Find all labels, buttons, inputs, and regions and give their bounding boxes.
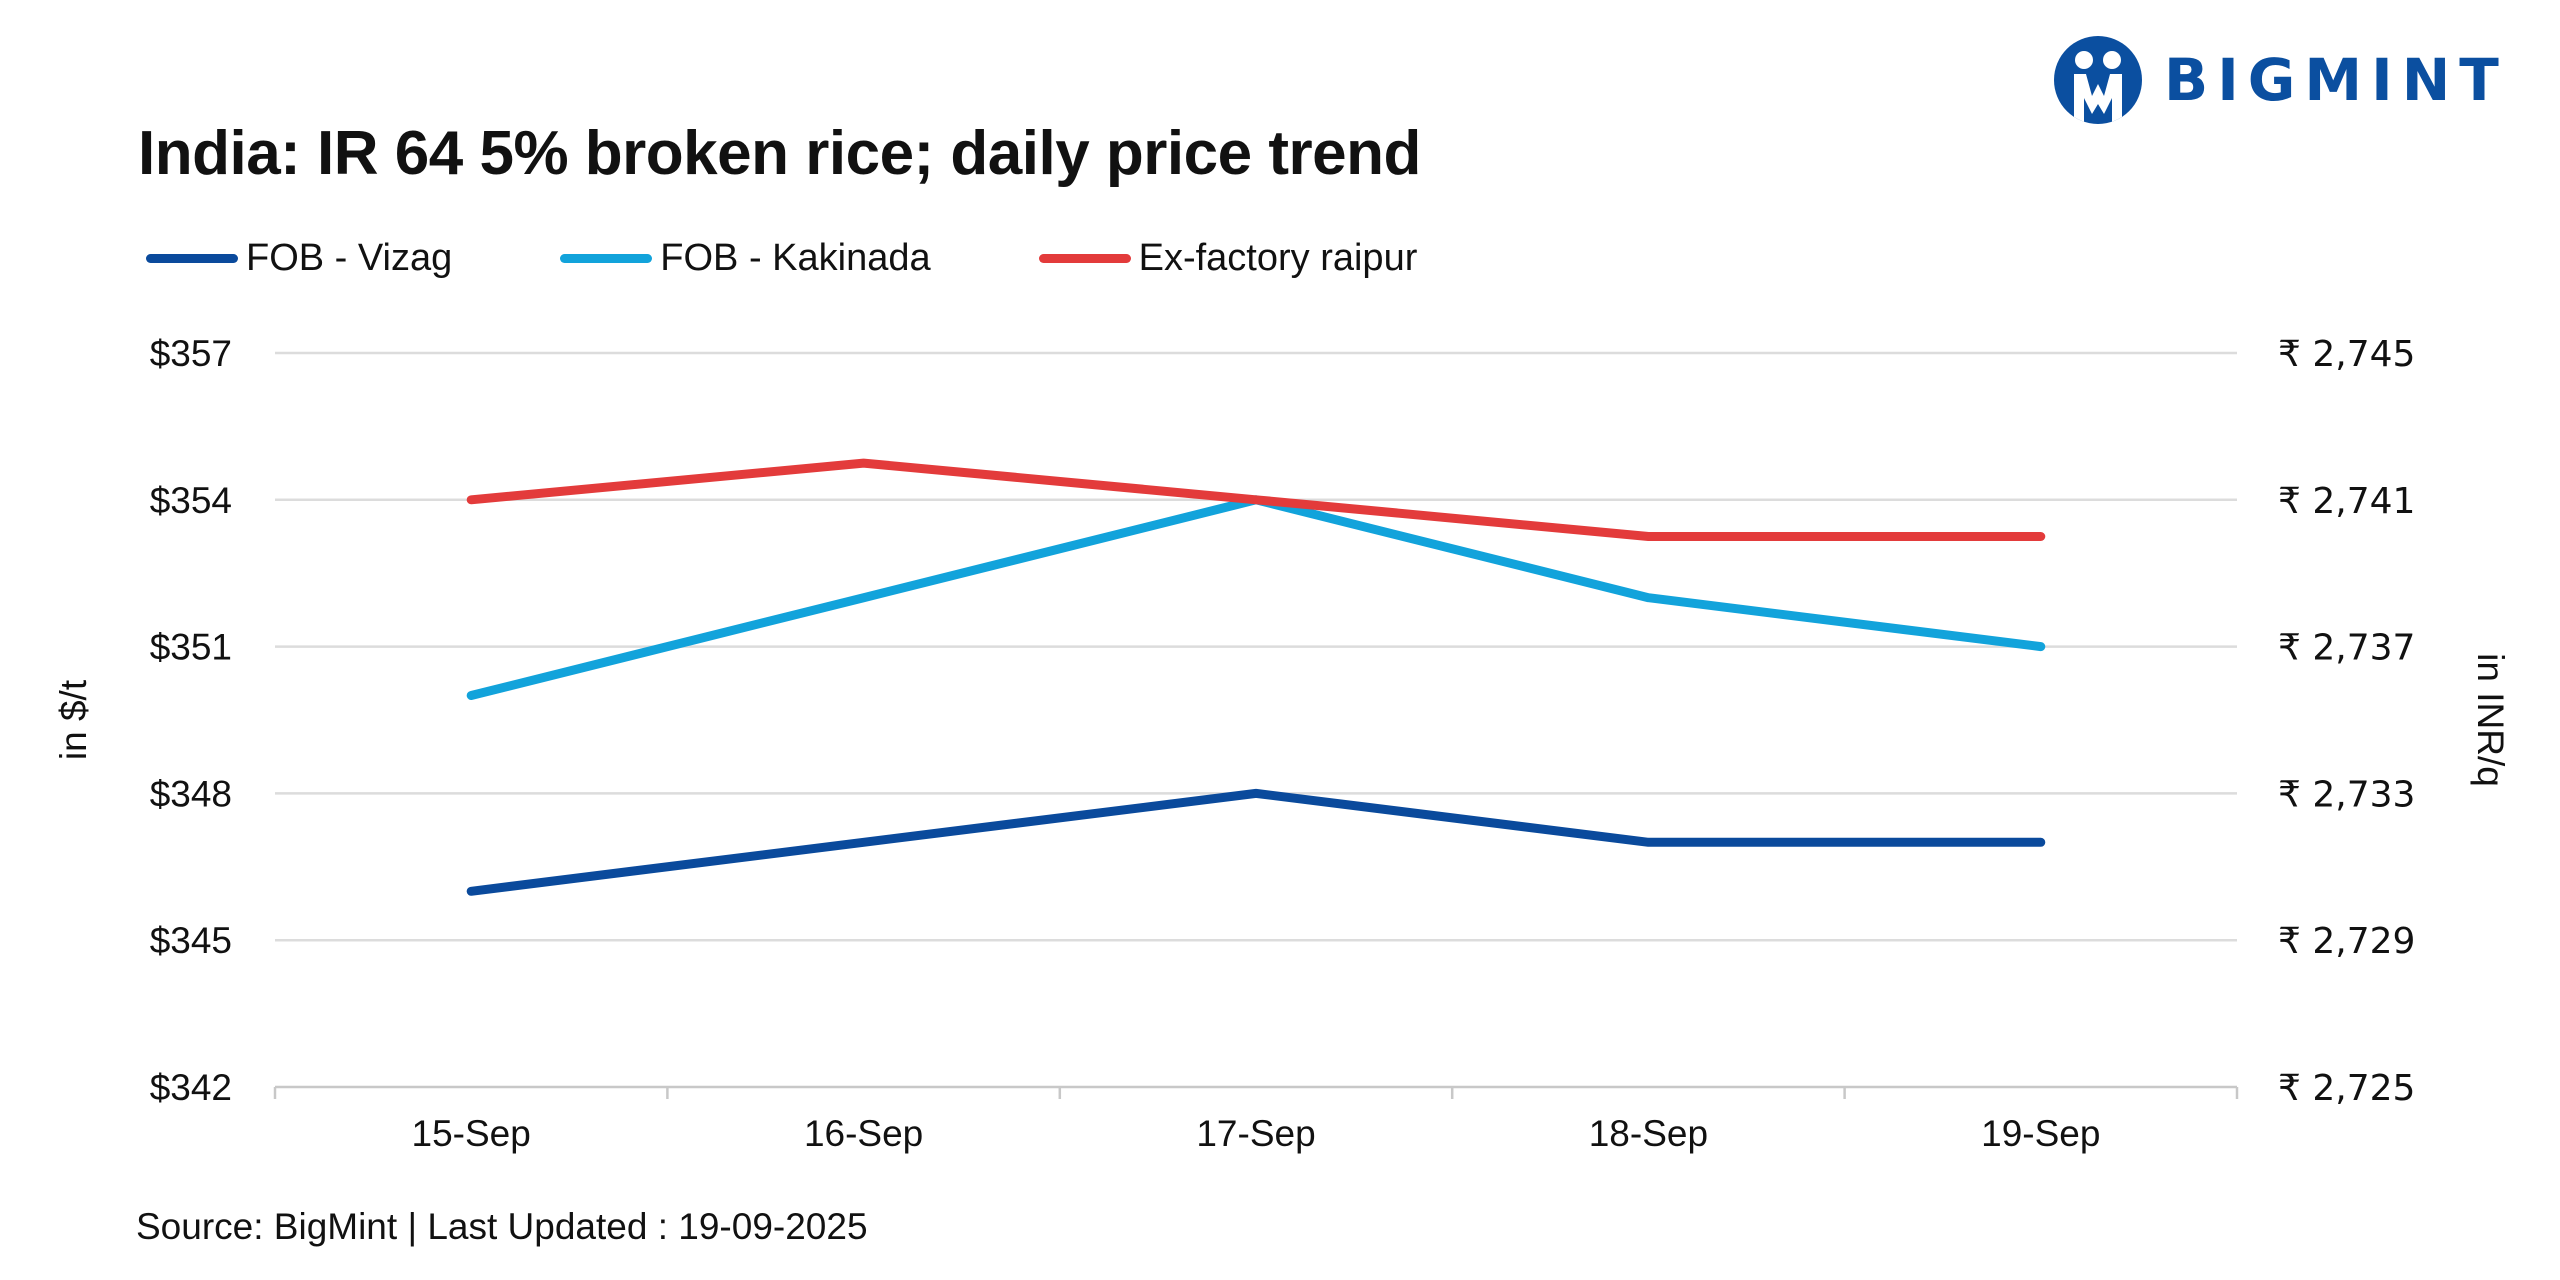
- legend-item-ex-factory-raipur: Ex-factory raipur: [1038, 236, 1418, 280]
- legend-swatch-fob-vizag: [146, 253, 238, 263]
- y-right-tick-label: ₹ 2,741: [2278, 481, 2415, 522]
- legend-item-fob-vizag: FOB - Vizag: [146, 237, 452, 280]
- y-left-tick-label: $345: [150, 920, 232, 961]
- y-left-tick-label: $348: [150, 773, 232, 814]
- x-tick-label: 15-Sep: [412, 1113, 531, 1154]
- y-left-tick-label: $357: [150, 333, 232, 374]
- legend-label-fob-vizag: FOB - Vizag: [246, 236, 453, 279]
- chart-title: India: IR 64 5% broken rice; daily price…: [138, 119, 1421, 188]
- series-line-fob-kakinada: [466, 495, 2046, 700]
- y-right-axis-title: in INR/q: [2470, 653, 2511, 787]
- chart-legend: FOB - Vizag FOB - Kakinada Ex-factory ra…: [146, 236, 1525, 280]
- legend-swatch-fob-kakinada: [560, 253, 653, 263]
- y-right-tick-label: ₹ 2,733: [2278, 774, 2415, 815]
- x-tick-label: 16-Sep: [804, 1113, 923, 1154]
- bigmint-people-logo-icon: [2054, 36, 2142, 124]
- x-tick-label: 17-Sep: [1196, 1113, 1315, 1154]
- source-note: Source: BigMint | Last Updated : 19-09-2…: [136, 1206, 868, 1247]
- series-line-fob-vizag: [466, 788, 2046, 896]
- legend-swatch-ex-factory-raipur: [1038, 253, 1131, 263]
- x-tick-label: 19-Sep: [1981, 1113, 2100, 1154]
- y-left-tick-label: $351: [150, 627, 232, 668]
- y-right-tick-label: ₹ 2,729: [2278, 921, 2415, 962]
- legend-label-fob-kakinada: FOB - Kakinada: [660, 236, 931, 279]
- brand-logo: BIGMINT: [2052, 34, 2508, 126]
- legend-item-fob-kakinada: FOB - Kakinada: [560, 236, 931, 280]
- y-left-tick-label: $354: [150, 480, 232, 521]
- y-right-tick-label: ₹ 2,745: [2278, 334, 2415, 375]
- legend-label-ex-factory-raipur: Ex-factory raipur: [1138, 236, 1418, 279]
- y-right-tick-label: ₹ 2,725: [2278, 1068, 2415, 1109]
- y-right-tick-label: ₹ 2,737: [2278, 628, 2415, 669]
- series-line-ex-factory-raipur: [466, 458, 2046, 541]
- x-tick-label: 18-Sep: [1589, 1113, 1708, 1154]
- y-left-axis-title: in $/t: [53, 679, 94, 760]
- brand-name: BIGMINT: [2164, 46, 2508, 114]
- y-left-tick-label: $342: [150, 1067, 232, 1108]
